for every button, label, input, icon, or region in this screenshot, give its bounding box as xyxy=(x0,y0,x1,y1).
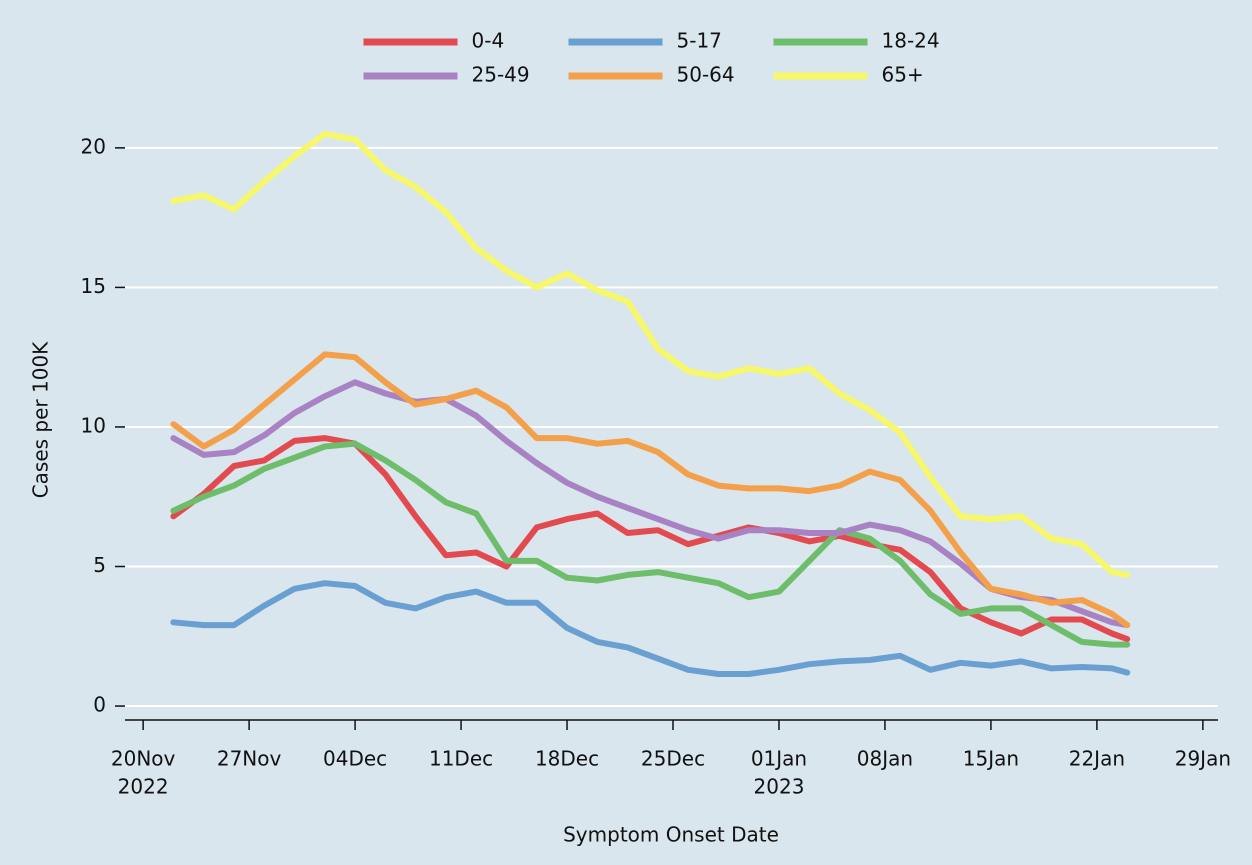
y-tick-label: 5 xyxy=(93,553,106,577)
x-tick-label: 18Dec xyxy=(535,747,599,771)
x-axis-label: Symptom Onset Date xyxy=(563,823,779,847)
legend-label: 5-17 xyxy=(677,29,722,53)
x-tick-label: 08Jan xyxy=(857,747,913,771)
legend-label: 50-64 xyxy=(677,63,735,87)
y-tick-label: 20 xyxy=(81,134,106,158)
y-tick-label: 15 xyxy=(81,274,106,298)
x-tick-sublabel: 2022 xyxy=(118,775,169,799)
legend-label: 65+ xyxy=(882,63,924,87)
y-tick-label: 0 xyxy=(93,693,106,717)
legend-label: 18-24 xyxy=(882,29,940,53)
series-line xyxy=(170,351,1131,629)
legend-label: 0-4 xyxy=(472,29,505,53)
x-tick-label: 15Jan xyxy=(963,747,1019,771)
series-line xyxy=(170,379,1131,629)
y-axis-label: Cases per 100K xyxy=(29,341,53,498)
x-tick-label: 29Jan xyxy=(1175,747,1231,771)
series-line xyxy=(170,130,1131,578)
legend-label: 25-49 xyxy=(472,63,530,87)
x-tick-label: 25Dec xyxy=(641,747,705,771)
series-line xyxy=(170,435,1131,643)
x-tick-label: 27Nov xyxy=(217,747,282,771)
x-tick-label: 01Jan xyxy=(751,747,807,771)
series-line xyxy=(170,580,1131,677)
x-tick-label: 11Dec xyxy=(429,747,493,771)
x-tick-label: 04Dec xyxy=(323,747,387,771)
series-line xyxy=(170,440,1131,648)
y-tick-label: 10 xyxy=(81,413,106,437)
x-tick-label: 22Jan xyxy=(1069,747,1125,771)
x-tick-sublabel: 2023 xyxy=(754,775,805,799)
x-tick-label: 20Nov xyxy=(111,747,176,771)
